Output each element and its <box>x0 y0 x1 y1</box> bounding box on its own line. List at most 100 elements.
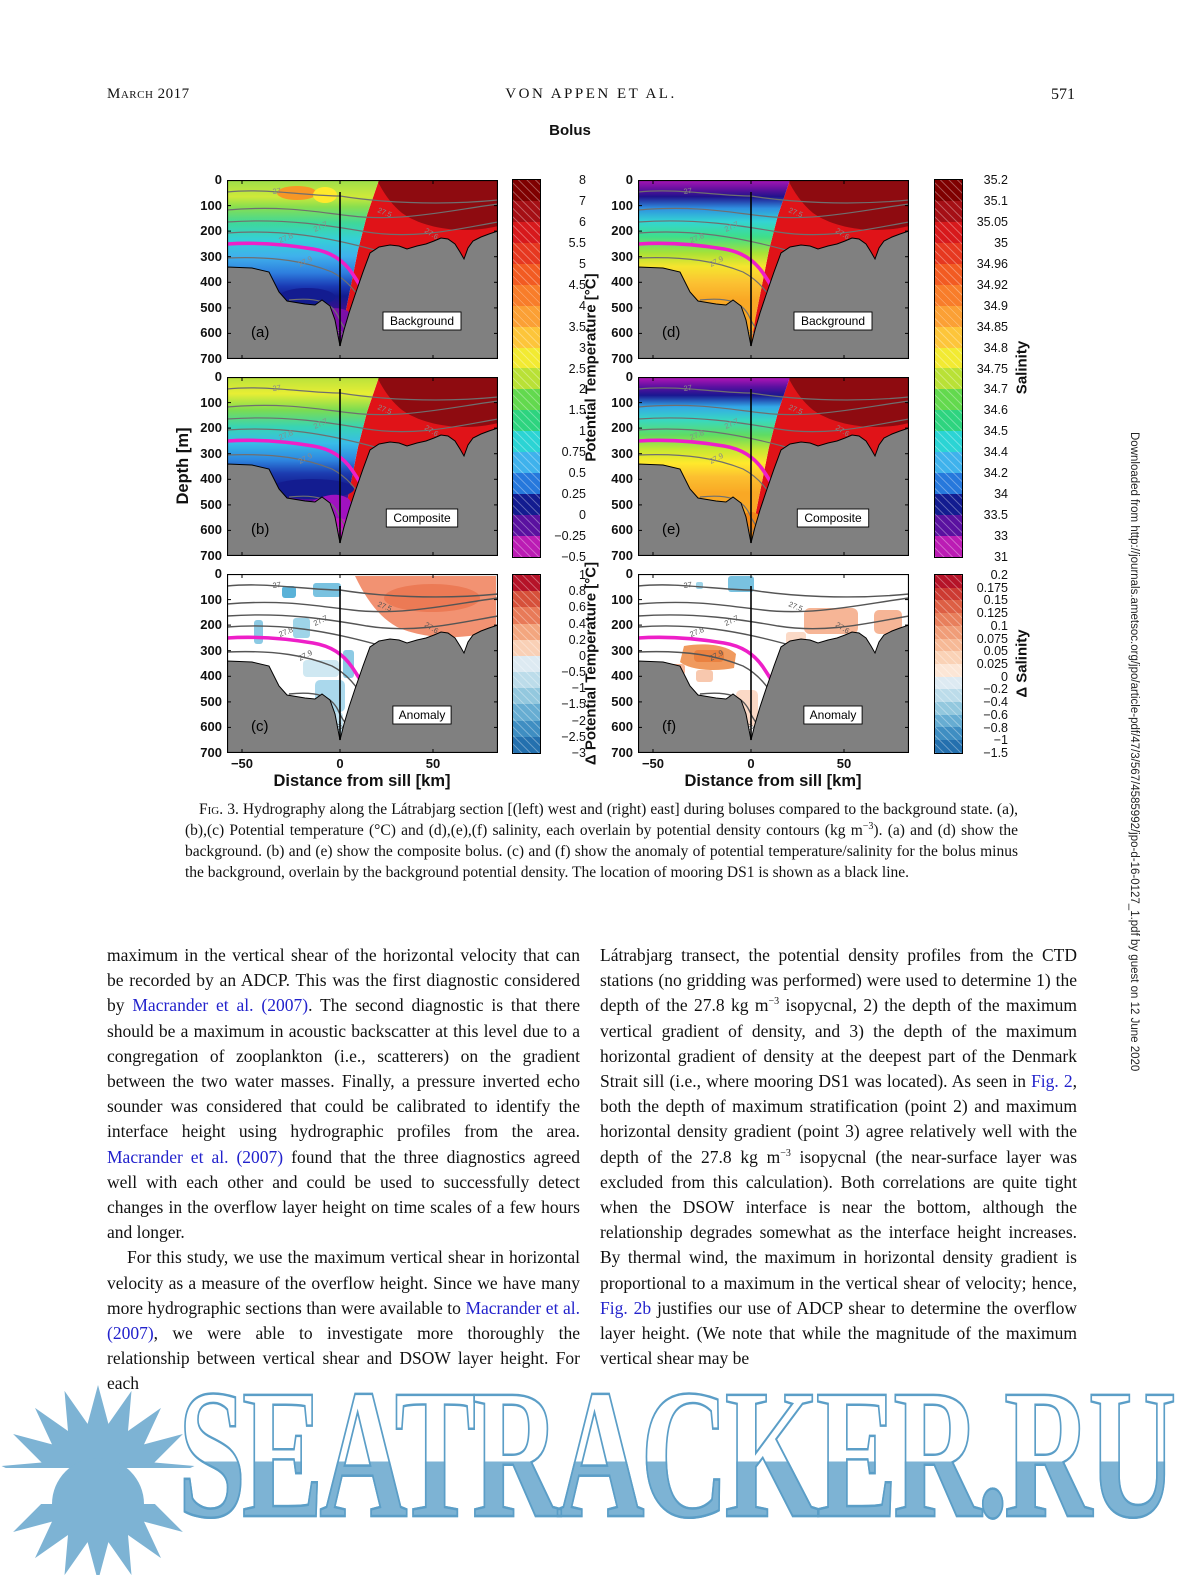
colorbar-segment <box>935 638 962 652</box>
svg-text:27: 27 <box>272 186 282 196</box>
colorbar-segment <box>935 410 962 432</box>
y-axis-tick: 100 <box>611 591 633 607</box>
y-axis-tick: 400 <box>200 668 222 684</box>
svg-text:28: 28 <box>333 326 345 337</box>
colorbar-segment <box>935 180 962 201</box>
colorbar-segment <box>935 263 962 285</box>
y-axis-tick: 300 <box>611 445 633 461</box>
colorbar-segment <box>513 200 540 222</box>
colorbar-tick: 31 <box>994 550 1008 564</box>
colorbar-segment <box>513 720 540 737</box>
sal-colorbar <box>934 179 963 558</box>
colorbar-tick: 34.2 <box>983 466 1008 481</box>
temp_anom-colorbar-title: Δ Potential Temperature [°C] <box>582 561 600 766</box>
colorbar-tick: −1 <box>571 681 586 696</box>
x-axis-label-left: Distance from sill [km] <box>273 772 451 790</box>
colorbar-tick: 33 <box>994 529 1008 544</box>
text-run: . The second diagnostic is that there sh… <box>107 995 580 1142</box>
text-run: , both the depth of maximum stratificati… <box>600 1071 1077 1167</box>
citation-link[interactable]: Fig. 2b <box>600 1297 652 1318</box>
colorbar-tick: −2.5 <box>561 729 586 744</box>
colorbar-tick: 1.5 <box>568 403 586 418</box>
body-paragraph: Látrabjarg transect, the potential densi… <box>600 943 1077 1371</box>
colorbar-tick: 2.5 <box>568 361 586 376</box>
x-axis-tick: −50 <box>230 756 254 771</box>
colorbar-segment <box>513 607 540 624</box>
y-axis-tick: 600 <box>200 719 222 735</box>
colorbar-tick: −0.8 <box>983 720 1008 735</box>
y-axis-tick: 600 <box>611 522 633 538</box>
colorbar-tick: 34.92 <box>976 277 1008 292</box>
colorbar-tick: −0.25 <box>554 529 586 544</box>
colorbar-segment <box>513 736 540 753</box>
x-axis-label-right: Distance from sill [km] <box>684 772 862 790</box>
y-axis-tick: 500 <box>611 496 633 512</box>
y-axis-tick: 400 <box>611 471 633 487</box>
colorbar-segment <box>513 410 540 432</box>
body-column-left: maximum in the vertical shear of the hor… <box>107 943 580 1397</box>
y-axis-tick: 200 <box>200 420 222 436</box>
colorbar-tick: −1 <box>993 733 1008 748</box>
figure-panel-sal_comp: 27 27.5 27.6 27.7 27.8 27.9 28 Composite (e) 0 100… <box>611 369 909 563</box>
sal_anom-colorbar <box>934 574 963 754</box>
citation-link[interactable]: Macrander et al. (2007) <box>107 1146 284 1167</box>
y-axis-tick: 300 <box>200 248 222 264</box>
text-run: , we were able to investigate more thoro… <box>107 1323 580 1394</box>
body-paragraph: For this study, we use the maximum verti… <box>107 1245 580 1396</box>
colorbar-segment <box>513 180 540 201</box>
citation-link[interactable]: Macrander et al. (2007) <box>107 1297 580 1344</box>
y-axis-tick: 200 <box>200 617 222 633</box>
colorbar-tick: 34.96 <box>976 256 1008 271</box>
colorbar-segment <box>513 623 540 640</box>
sal-colorbar-title: Salinity <box>1013 340 1031 395</box>
y-axis-tick: 500 <box>611 693 633 709</box>
y-axis-tick: 600 <box>611 325 633 341</box>
svg-text:(e): (e) <box>662 521 680 538</box>
citation-link[interactable]: Fig. 2 <box>1031 1071 1073 1092</box>
svg-text:(f): (f) <box>662 718 676 735</box>
superscript: −3 <box>780 1147 791 1159</box>
colorbar-segment <box>513 688 540 705</box>
colorbar-segment <box>935 347 962 369</box>
y-axis-tick: 0 <box>214 566 222 581</box>
body-column-right: Látrabjarg transect, the potential densi… <box>600 943 1077 1371</box>
colorbar-segment <box>935 389 962 411</box>
y-axis-tick: 200 <box>611 223 633 239</box>
text-run: isopycnal (the near-surface layer was ex… <box>600 1146 1078 1293</box>
text-run: maximum in the vertical shear of the hor… <box>107 945 580 1016</box>
text-run: found that the three diagnostics agreed … <box>107 1146 581 1243</box>
citation-link[interactable]: Macrander et al. (2007) <box>132 995 309 1016</box>
y-axis-tick: 0 <box>625 369 633 384</box>
svg-text:28: 28 <box>744 523 756 534</box>
svg-text:27: 27 <box>272 383 282 393</box>
text-run: justifies our use of ADCP shear to deter… <box>600 1297 1077 1369</box>
figure-panel-temp_anom: 27 27.5 27.6 27.7 27.8 27.9 28 Anomaly (c) 0 100 20… <box>200 566 498 771</box>
y-axis-tick: 400 <box>611 274 633 290</box>
colorbar-segment <box>935 515 962 536</box>
y-axis-tick: 500 <box>200 693 222 709</box>
y-axis-tick: 100 <box>611 197 633 213</box>
y-axis-label: Depth [m] <box>174 427 192 505</box>
colorbar-segment <box>513 639 540 656</box>
colorbar-segment <box>513 655 540 673</box>
colorbar-segment <box>935 473 962 495</box>
y-axis-tick: 0 <box>214 172 222 187</box>
colorbar-tick: 34.8 <box>983 340 1008 355</box>
svg-text:(c): (c) <box>251 718 269 735</box>
colorbar-segment <box>935 494 962 515</box>
colorbar-segment <box>513 473 540 495</box>
svg-text:Anomaly: Anomaly <box>810 708 857 722</box>
figure-panel-temp_bg: 27 27.5 27.6 27.7 27.8 27.9 28 Background (a) 0 10… <box>200 172 498 366</box>
text-run: Fig. 3. <box>199 801 243 818</box>
colorbar-tick: 0.075 <box>976 631 1008 646</box>
figure-caption: Fig. 3. Hydrography along the Látrabjarg… <box>185 799 1018 883</box>
colorbar-tick: −3 <box>571 746 586 760</box>
colorbar-tick: 0.25 <box>561 487 586 502</box>
colorbar-tick: 1 <box>579 568 586 582</box>
colorbar-tick: 0.1 <box>990 618 1008 633</box>
watermark: SEATRACKER.RU <box>0 1361 1182 1575</box>
colorbar-segment <box>513 326 540 348</box>
colorbar-segment <box>935 663 962 677</box>
y-axis-tick: 700 <box>200 351 222 366</box>
x-axis-tick: 0 <box>747 756 755 771</box>
